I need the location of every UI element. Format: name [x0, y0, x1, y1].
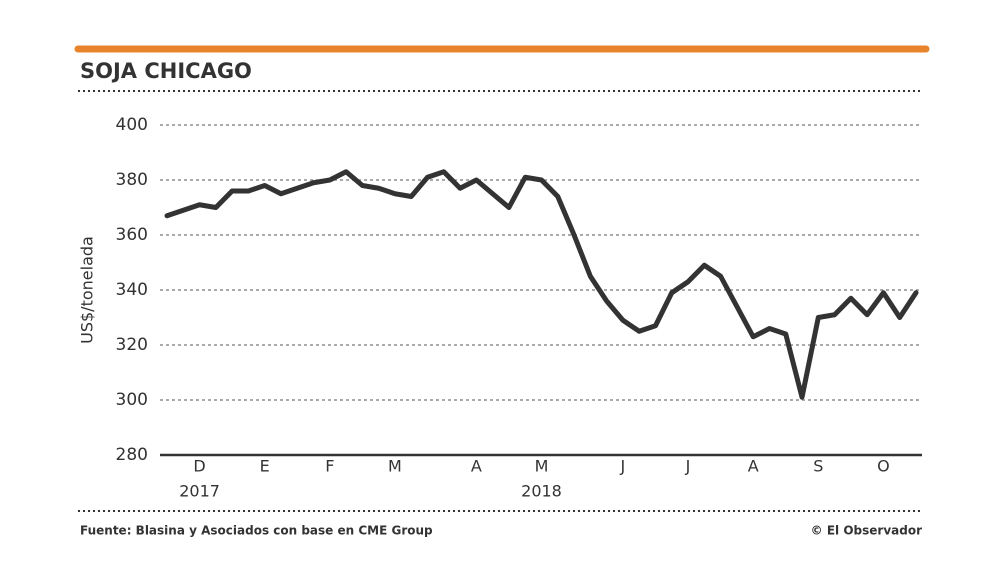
x-tick-label: J [685, 457, 691, 476]
y-tick-label: 280 [116, 445, 148, 465]
y-tick-label: 320 [116, 335, 148, 355]
y-tick-label: 380 [116, 170, 148, 190]
y-tick-label: 400 [116, 115, 148, 135]
x-tick-label: E [260, 457, 270, 476]
source: Fuente: Blasina y Asociados con base en … [80, 524, 433, 538]
year-label: 2018 [521, 482, 562, 501]
credit: © El Observador [811, 524, 922, 538]
x-tick-label: M [535, 457, 549, 476]
y-tick-label: 300 [116, 390, 148, 410]
x-tick-label: M [388, 457, 402, 476]
price-line [164, 169, 919, 400]
y-tick-label: 340 [116, 280, 148, 300]
y-tick-label: 360 [116, 225, 148, 245]
x-tick-label: J [620, 457, 626, 476]
y-axis-label: US$/tonelada [78, 236, 97, 344]
x-tick-label: A [748, 457, 759, 476]
x-tick-label: F [325, 457, 334, 476]
chart-title: SOJA CHICAGO [80, 59, 252, 83]
x-tick-label: A [471, 457, 482, 476]
x-tick-label: D [193, 457, 205, 476]
year-label: 2017 [179, 482, 220, 501]
x-tick-label: S [813, 457, 823, 476]
x-tick-label: O [877, 457, 890, 476]
